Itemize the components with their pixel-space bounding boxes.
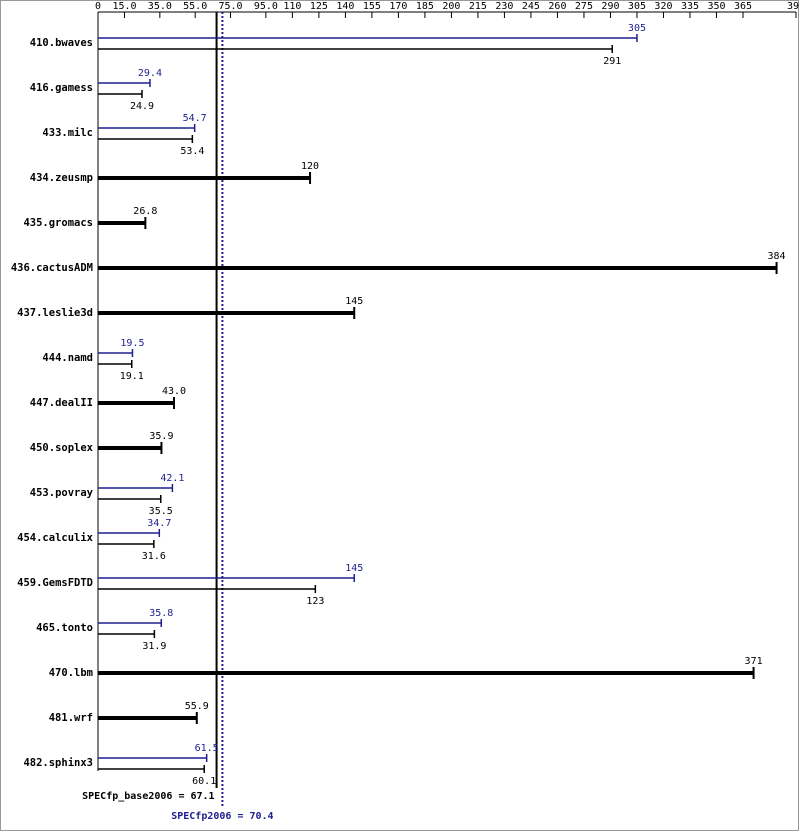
x-tick-label: 55.0 [183, 1, 207, 12]
x-tick-label: 185 [416, 1, 434, 12]
category-label: 454.calculix [17, 532, 94, 544]
value-label: 31.6 [142, 551, 166, 562]
value-label: 123 [306, 596, 324, 607]
x-tick-label: 350 [707, 1, 725, 12]
value-label: 60.1 [192, 776, 216, 787]
category-label: 482.sphinx3 [23, 757, 93, 769]
category-label: 459.GemsFDTD [17, 577, 93, 589]
value-label: 305 [628, 23, 646, 34]
x-tick-label: 95.0 [254, 1, 278, 12]
value-label: 120 [301, 161, 319, 172]
value-label: 42.1 [160, 473, 184, 484]
x-tick-label: 335 [681, 1, 699, 12]
value-label: 371 [745, 656, 763, 667]
x-tick-label: 110 [283, 1, 301, 12]
category-label: 436.cactusADM [11, 262, 93, 274]
x-tick-label: 290 [601, 1, 619, 12]
category-label: 433.milc [42, 127, 93, 139]
x-tick-label: 365 [734, 1, 752, 12]
x-tick-label: 35.0 [148, 1, 172, 12]
x-tick-label: 140 [336, 1, 354, 12]
category-label: 465.tonto [36, 622, 93, 634]
value-label: 43.0 [162, 386, 186, 397]
x-tick-label: 320 [654, 1, 672, 12]
x-tick-label: 305 [628, 1, 646, 12]
value-label: 35.8 [149, 608, 173, 619]
value-label: 145 [345, 563, 363, 574]
x-tick-label: 260 [548, 1, 566, 12]
x-tick-label: 230 [495, 1, 513, 12]
value-label: 35.9 [149, 431, 173, 442]
reference-label: SPECfp_base2006 = 67.1 [82, 791, 214, 802]
category-label: 453.povray [30, 487, 94, 499]
x-tick-label: 75.0 [218, 1, 242, 12]
value-label: 35.5 [149, 506, 173, 517]
reference-label: SPECfp2006 = 70.4 [171, 811, 273, 822]
x-tick-label: 215 [469, 1, 487, 12]
category-label: 434.zeusmp [30, 172, 93, 184]
category-label: 447.dealII [30, 397, 93, 409]
x-tick-label: 170 [389, 1, 407, 12]
x-tick-label: 200 [442, 1, 460, 12]
x-tick-label: 245 [522, 1, 540, 12]
value-label: 31.9 [142, 641, 166, 652]
x-tick-label: 395 [787, 1, 799, 12]
category-label: 470.lbm [49, 667, 93, 679]
value-label: 55.9 [185, 701, 209, 712]
x-tick-label: 155 [363, 1, 381, 12]
value-label: 19.1 [120, 371, 144, 382]
category-label: 481.wrf [49, 712, 93, 724]
value-label: 19.5 [120, 338, 144, 349]
category-label: 444.namd [42, 352, 93, 364]
category-label: 410.bwaves [30, 37, 93, 49]
x-tick-label: 275 [575, 1, 593, 12]
category-label: 437.leslie3d [17, 307, 93, 319]
x-tick-label: 15.0 [112, 1, 136, 12]
value-label: 145 [345, 296, 363, 307]
category-label: 416.gamess [30, 82, 93, 94]
x-tick-label: 0 [95, 1, 101, 12]
value-label: 26.8 [133, 206, 157, 217]
category-label: 435.gromacs [23, 217, 93, 229]
value-label: 29.4 [138, 68, 162, 79]
value-label: 24.9 [130, 101, 154, 112]
value-label: 54.7 [183, 113, 207, 124]
value-label: 384 [768, 251, 786, 262]
x-tick-label: 125 [310, 1, 328, 12]
value-label: 34.7 [147, 518, 171, 529]
category-label: 450.soplex [30, 442, 94, 454]
value-label: 53.4 [180, 146, 204, 157]
value-label: 291 [603, 56, 621, 67]
value-label: 61.5 [195, 743, 219, 754]
